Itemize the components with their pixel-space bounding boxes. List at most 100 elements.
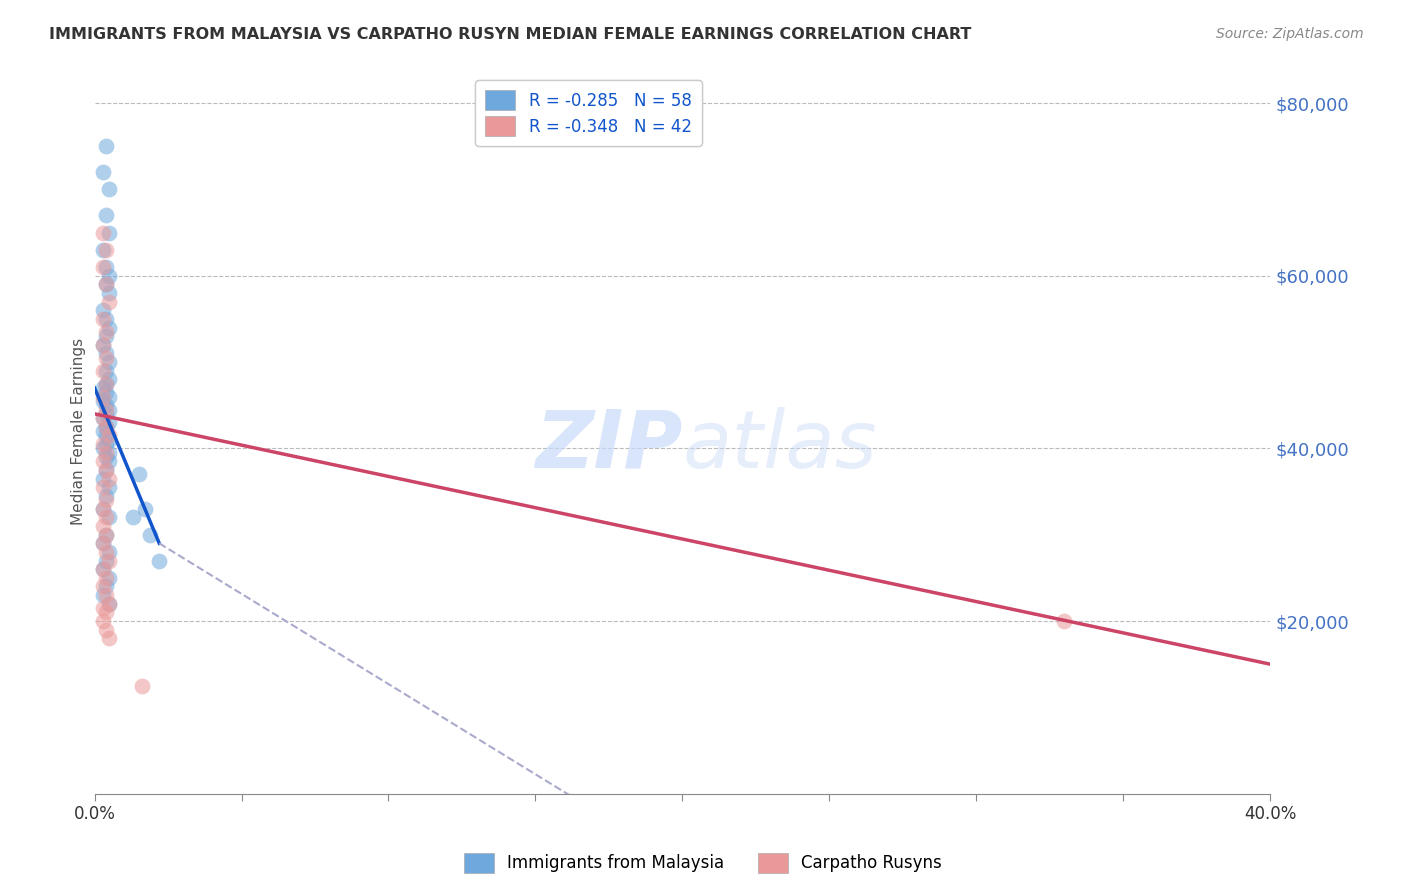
Point xyxy=(93,536,115,550)
Point xyxy=(96,463,118,477)
Point xyxy=(128,467,150,482)
Point xyxy=(96,329,118,343)
Point xyxy=(93,338,115,352)
Point xyxy=(93,588,115,602)
Point xyxy=(96,407,118,421)
Point xyxy=(96,139,118,153)
Point xyxy=(96,623,118,637)
Point xyxy=(1053,614,1076,628)
Point xyxy=(98,226,121,240)
Text: IMMIGRANTS FROM MALAYSIA VS CARPATHO RUSYN MEDIAN FEMALE EARNINGS CORRELATION CH: IMMIGRANTS FROM MALAYSIA VS CARPATHO RUS… xyxy=(49,27,972,42)
Point xyxy=(96,398,118,412)
Point xyxy=(93,454,115,468)
Point xyxy=(93,614,115,628)
Legend: Immigrants from Malaysia, Carpatho Rusyns: Immigrants from Malaysia, Carpatho Rusyn… xyxy=(457,847,949,880)
Point xyxy=(93,437,115,451)
Point xyxy=(98,597,121,611)
Point xyxy=(93,562,115,576)
Point xyxy=(121,510,143,524)
Point xyxy=(93,165,115,179)
Point xyxy=(93,424,115,438)
Point xyxy=(96,553,118,567)
Y-axis label: Median Female Earnings: Median Female Earnings xyxy=(72,337,86,524)
Point xyxy=(98,510,121,524)
Point xyxy=(96,325,118,339)
Point xyxy=(93,311,115,326)
Point xyxy=(96,437,118,451)
Point xyxy=(96,463,118,477)
Point xyxy=(96,510,118,524)
Point xyxy=(96,527,118,541)
Point xyxy=(96,445,118,459)
Point xyxy=(98,571,121,585)
Point xyxy=(93,411,115,425)
Point xyxy=(93,501,115,516)
Point xyxy=(96,493,118,508)
Point xyxy=(98,454,121,468)
Point xyxy=(93,243,115,257)
Point xyxy=(96,428,118,442)
Point xyxy=(96,588,118,602)
Point xyxy=(93,562,115,576)
Point xyxy=(96,208,118,222)
Point xyxy=(98,433,121,447)
Point xyxy=(98,553,121,567)
Point xyxy=(98,480,121,494)
Point xyxy=(93,472,115,486)
Point xyxy=(93,226,115,240)
Point xyxy=(96,346,118,360)
Text: Source: ZipAtlas.com: Source: ZipAtlas.com xyxy=(1216,27,1364,41)
Point xyxy=(148,553,170,567)
Point xyxy=(96,311,118,326)
Point xyxy=(98,545,121,559)
Point xyxy=(134,501,156,516)
Point xyxy=(93,393,115,408)
Point xyxy=(98,428,121,442)
Point xyxy=(96,376,118,391)
Point xyxy=(93,501,115,516)
Point xyxy=(98,294,121,309)
Point xyxy=(98,320,121,334)
Point xyxy=(96,450,118,464)
Point xyxy=(93,480,115,494)
Point xyxy=(93,338,115,352)
Point xyxy=(96,351,118,365)
Point xyxy=(98,182,121,196)
Point xyxy=(93,411,115,425)
Point xyxy=(98,268,121,283)
Point xyxy=(96,385,118,400)
Point xyxy=(96,419,118,434)
Point xyxy=(93,260,115,274)
Point xyxy=(98,372,121,386)
Point xyxy=(96,489,118,503)
Point xyxy=(93,381,115,395)
Legend: R = -0.285   N = 58, R = -0.348   N = 42: R = -0.285 N = 58, R = -0.348 N = 42 xyxy=(475,80,702,145)
Point xyxy=(98,390,121,404)
Point xyxy=(96,402,118,417)
Point xyxy=(93,536,115,550)
Point xyxy=(139,527,162,541)
Point xyxy=(98,445,121,459)
Point xyxy=(93,303,115,318)
Point xyxy=(96,277,118,292)
Point xyxy=(93,390,115,404)
Point xyxy=(98,632,121,646)
Text: ZIP: ZIP xyxy=(536,407,682,484)
Point xyxy=(96,527,118,541)
Point xyxy=(98,472,121,486)
Point xyxy=(96,419,118,434)
Point xyxy=(98,416,121,430)
Point xyxy=(96,376,118,391)
Point xyxy=(96,364,118,378)
Text: atlas: atlas xyxy=(682,407,877,484)
Point xyxy=(93,364,115,378)
Point xyxy=(98,285,121,300)
Point xyxy=(131,679,153,693)
Point xyxy=(93,442,115,456)
Point xyxy=(96,606,118,620)
Point xyxy=(93,579,115,593)
Point xyxy=(96,579,118,593)
Point xyxy=(96,545,118,559)
Point xyxy=(96,243,118,257)
Point xyxy=(98,597,121,611)
